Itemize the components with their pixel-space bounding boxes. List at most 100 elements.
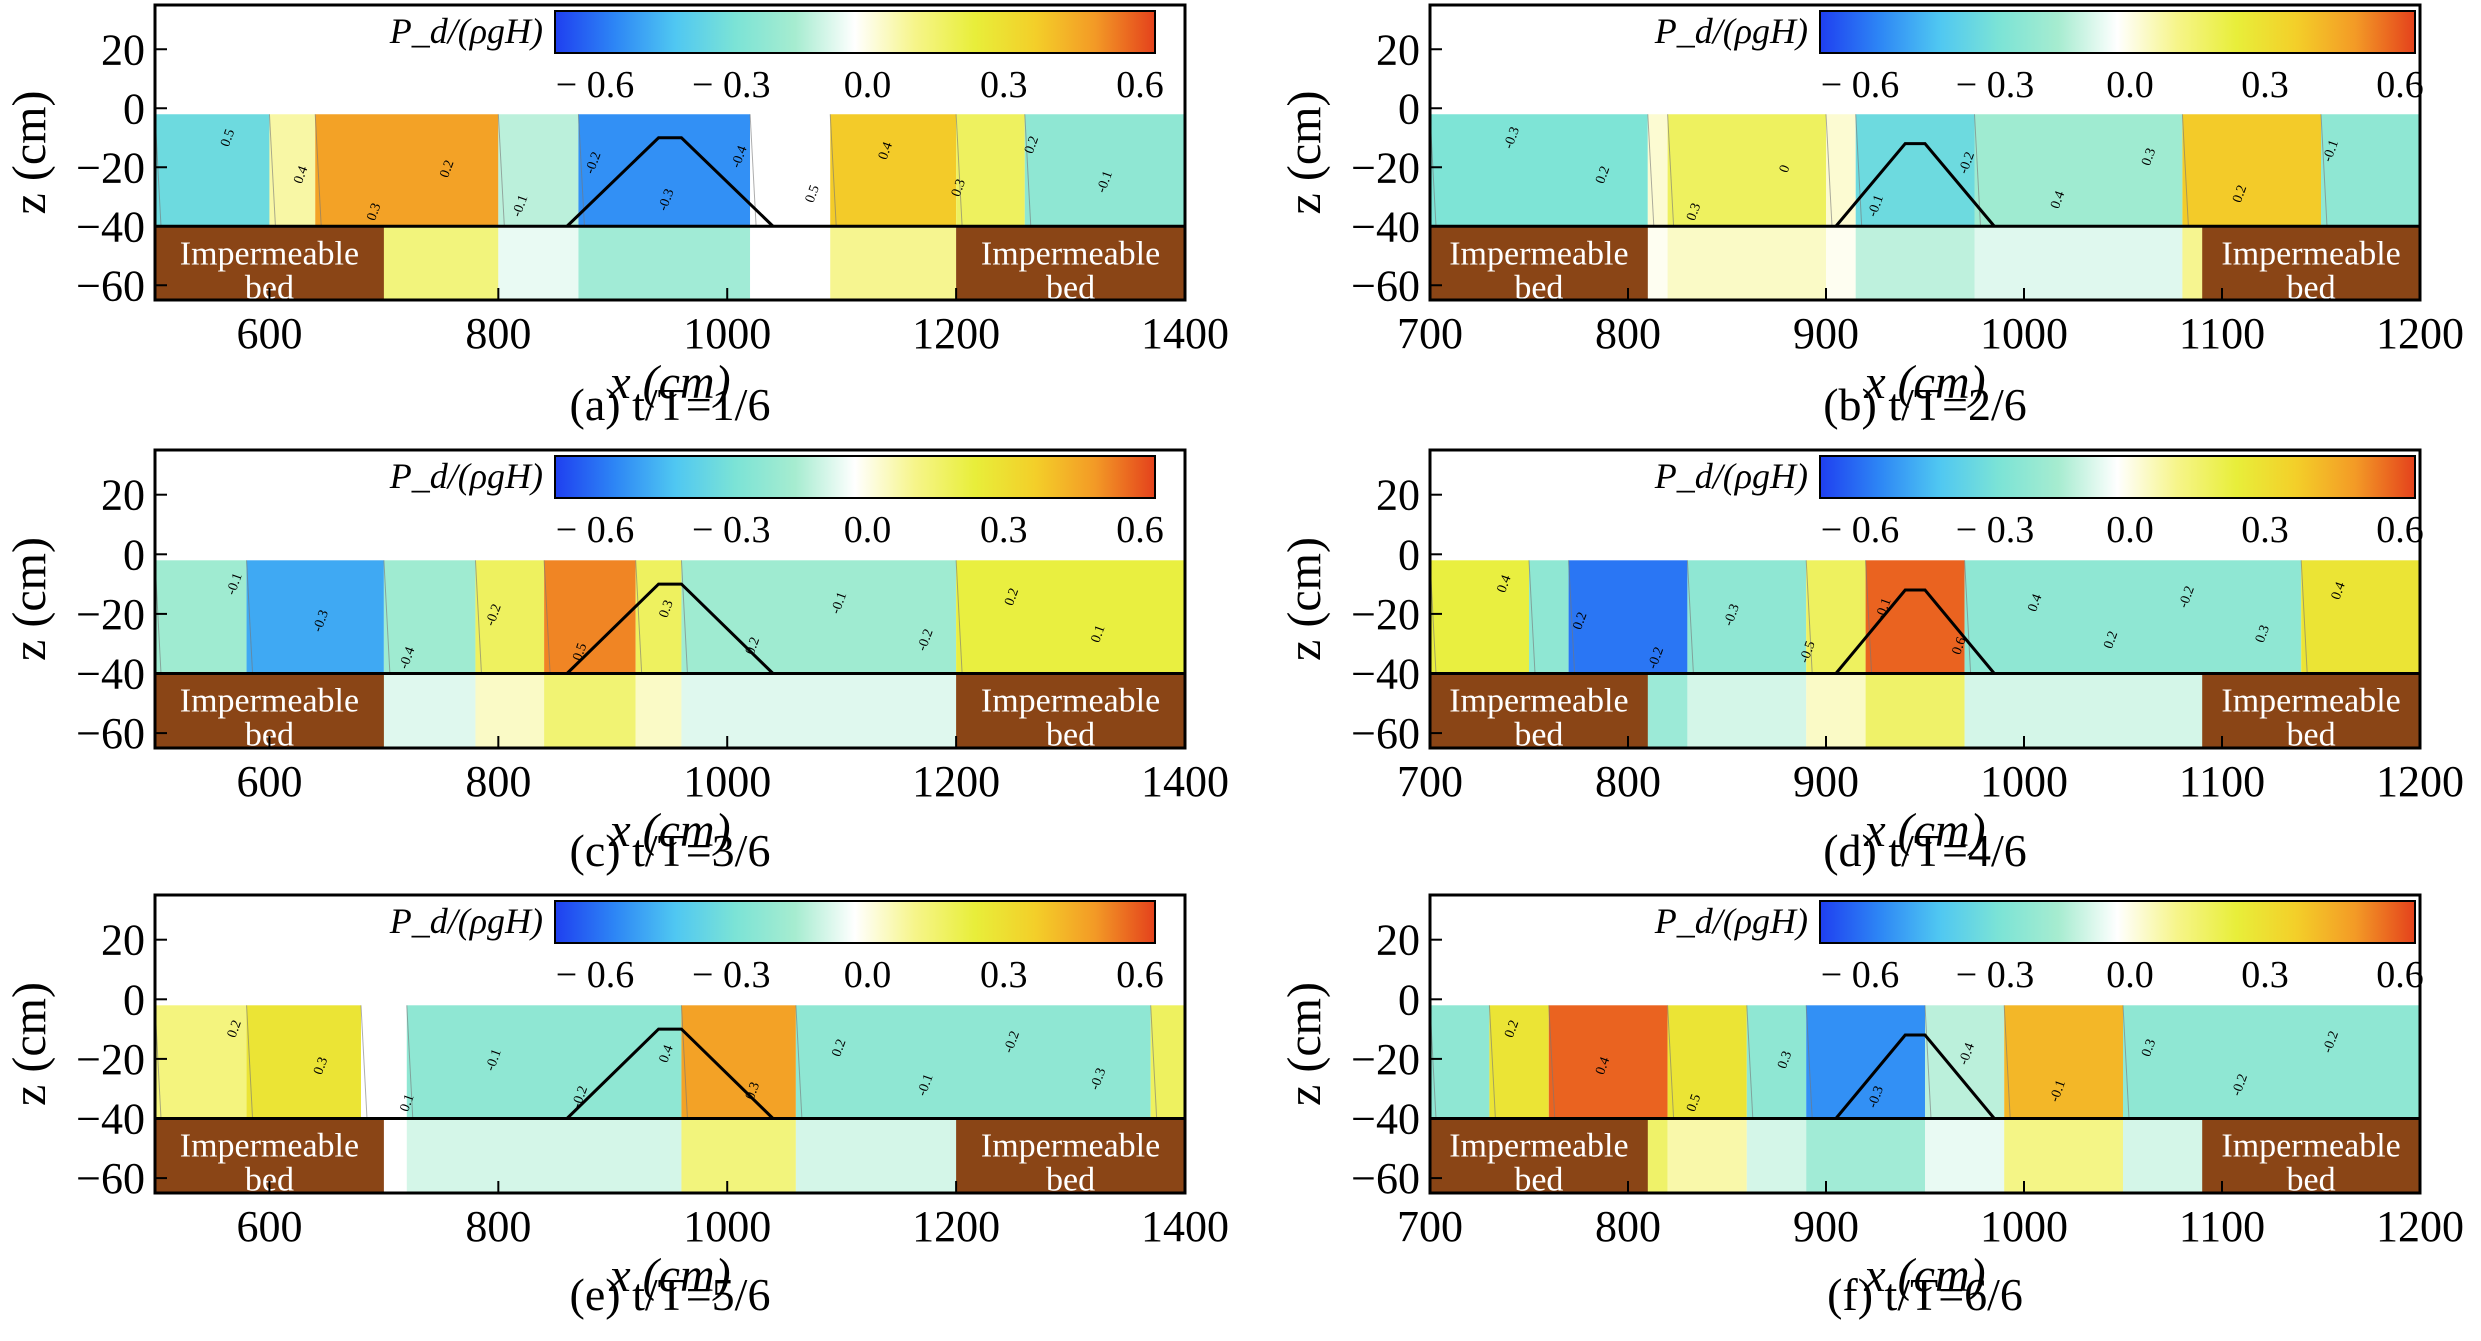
y-tick-label: 20 <box>101 25 145 74</box>
contour-line <box>1528 560 1536 674</box>
contour-label: 0.3 <box>2139 1037 2159 1059</box>
panel-caption: (e) t/T=5/6 <box>570 1269 771 1320</box>
pressure-region-lower <box>475 673 545 748</box>
pressure-region-lower <box>1647 226 1668 300</box>
contour-line <box>1548 1005 1556 1119</box>
pressure-region <box>750 114 831 227</box>
contour-label: 0.5 <box>218 127 238 149</box>
pressure-region <box>246 1005 361 1119</box>
pressure-region-lower <box>1974 226 2183 300</box>
colorbar-tick: 0.0 <box>844 954 892 996</box>
contour-line <box>1924 1005 1932 1119</box>
pressure-region-lower <box>1925 1118 2005 1193</box>
pressure-region <box>1024 114 1185 227</box>
contour-label: 0.4 <box>2048 189 2068 211</box>
colorbar-tick: 0.3 <box>980 954 1028 996</box>
contour-label: 0.6 <box>1950 635 1970 657</box>
panel-caption: (f) t/T=6/6 <box>1827 1269 2023 1320</box>
pressure-region <box>1925 1005 2005 1119</box>
contour-label: -0.4 <box>1956 1041 1978 1067</box>
pressure-region <box>1667 1005 1747 1119</box>
contour-label: 0.3 <box>1775 1049 1795 1071</box>
plot-frame <box>1428 448 2422 750</box>
contour-label: -0.1 <box>224 571 246 597</box>
pressure-region <box>269 114 316 227</box>
y-axis-label: z (cm) <box>3 91 56 215</box>
impermeable-bed <box>1430 1118 1648 1193</box>
impermeable-bed-label: Impermeable <box>1449 235 1628 272</box>
pressure-region <box>956 114 1025 227</box>
contour-line <box>246 1005 254 1119</box>
impermeable-bed <box>155 1118 384 1193</box>
pressure-region <box>1964 560 2302 674</box>
contour-label: 0.4 <box>2025 592 2045 614</box>
colorbar-label: P_d/(ρgH) <box>389 456 543 496</box>
colorbar-tick: − 0.3 <box>1956 64 2034 106</box>
pressure-region <box>1806 560 1866 674</box>
contour-label: 0.1 <box>398 1092 418 1114</box>
contour-label: 0.2 <box>1002 586 1022 608</box>
pressure-region <box>1806 1005 1925 1119</box>
x-tick-label: 1200 <box>912 757 1000 806</box>
colorbar-tick: 0.3 <box>2241 954 2289 996</box>
impermeable-bed <box>956 1118 1185 1193</box>
impermeable-bed <box>956 226 1185 300</box>
plot-frame <box>153 448 1187 750</box>
y-tick-label: −40 <box>1351 1095 1420 1144</box>
contour-label: 0.2 <box>437 158 457 180</box>
contour-label: 0.4 <box>2329 580 2349 602</box>
impermeable-bed <box>2202 673 2420 748</box>
contour-line <box>577 114 585 227</box>
pressure-region-lower <box>544 673 636 748</box>
x-axis-label: x (cm) <box>1863 804 1985 857</box>
y-tick-label: −20 <box>1351 1035 1420 1084</box>
contour-label: 0.4 <box>876 140 896 162</box>
x-tick-label: 900 <box>1793 309 1859 358</box>
pressure-region <box>1430 114 1648 227</box>
pressure-region <box>1855 114 1975 227</box>
pressure-region <box>1568 560 1688 674</box>
breakwater-outline <box>565 582 775 675</box>
contour-label: -0.3 <box>1721 602 1743 628</box>
pressure-region <box>2182 114 2321 227</box>
contour-label: 0.2 <box>1593 164 1613 186</box>
colorbar <box>1819 900 2416 944</box>
contour-label: 0.2 <box>1022 134 1042 156</box>
contour-line <box>1746 1005 1754 1119</box>
contour-line <box>2300 560 2308 674</box>
panel-d: 0.4 0.2 -0.2 -0.3 -0.5 -0.1 0.6 0.4 0.2 -0.2 0.3 0.… <box>1278 448 2464 876</box>
contour-label: -0.1 <box>483 1047 505 1073</box>
pressure-region <box>1529 560 1569 674</box>
contour-line <box>1150 1005 1158 1119</box>
colorbar-tick: 0.3 <box>980 64 1028 106</box>
contour-line <box>2003 1005 2011 1119</box>
contour-label: 0.2 <box>1502 1018 1522 1040</box>
pressure-region-lower <box>1667 226 1826 300</box>
pressure-region-lower <box>635 673 682 748</box>
pressure-region <box>830 114 957 227</box>
contour-line <box>543 560 551 674</box>
colorbar-tick: − 0.3 <box>1956 509 2034 551</box>
x-tick-label: 800 <box>1595 757 1661 806</box>
panel-caption: (c) t/T=3/6 <box>570 825 771 876</box>
pressure-region <box>2123 1005 2420 1119</box>
contour-line <box>1667 114 1675 227</box>
colorbar-tick: 0.6 <box>2376 64 2424 106</box>
impermeable-bed-label: Impermeable <box>180 1128 359 1165</box>
contour-label: 0.4 <box>657 1043 677 1065</box>
colorbar-tick: 0.0 <box>2106 509 2154 551</box>
impermeable-bed-label: Impermeable <box>2221 1128 2400 1165</box>
colorbar-tick: − 0.6 <box>556 64 634 106</box>
colorbar-tick: 0.0 <box>844 509 892 551</box>
contour-label: 0.2 <box>225 1018 245 1040</box>
contour-label: -0.1 <box>829 590 851 616</box>
impermeable-bed <box>956 673 1185 748</box>
y-tick-label: −60 <box>1351 261 1420 310</box>
colorbar-tick: 0.0 <box>2106 64 2154 106</box>
y-tick-label: 0 <box>1398 84 1420 133</box>
contour-line <box>1964 560 1972 674</box>
colorbar-tick: − 0.6 <box>1821 509 1899 551</box>
contour-label: 0.2 <box>1570 610 1590 632</box>
impermeable-bed-label: Impermeable <box>981 683 1160 720</box>
x-tick-label: 900 <box>1793 757 1859 806</box>
